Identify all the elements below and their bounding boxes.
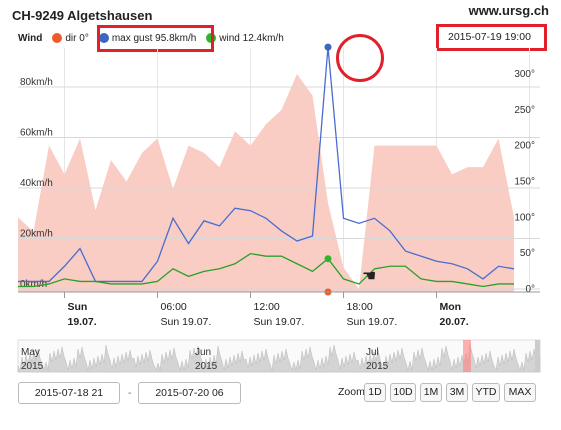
wind-line — [18, 252, 514, 288]
x-axis-tick-label: 06:00 — [161, 301, 187, 313]
zoom-ytd-button[interactable]: YTD — [472, 383, 500, 402]
gust-highlight-box — [97, 25, 214, 52]
navigator-year-label: 2015 — [366, 361, 389, 372]
range-to-input[interactable]: 2015-07-20 06 — [138, 382, 241, 404]
navigator-selection[interactable] — [463, 340, 471, 372]
right-axis-tick-label: 200° — [514, 141, 535, 152]
site-name: www.ursg.ch — [468, 3, 549, 18]
right-axis-tick-label: 100° — [514, 212, 535, 223]
left-axis-tick-label: 40km/h — [20, 178, 53, 189]
right-axis-tick-label: 50° — [520, 248, 535, 259]
dir-dot-icon — [52, 33, 63, 43]
hand-cursor-icon: ☚ — [362, 268, 377, 285]
navigator-year-label: 2015 — [195, 361, 218, 372]
station-title: CH-9249 Algetshausen — [12, 8, 153, 23]
legend-title: Wind — [18, 32, 43, 44]
legend-label-gust: max gust 95.8km/h — [111, 32, 197, 44]
right-axis-tick-label: 0° — [525, 284, 535, 295]
range-separator: - — [128, 387, 132, 399]
gust-hover-marker — [324, 43, 332, 51]
x-axis-tick-sublabel: 20.07. — [440, 316, 469, 328]
gust-line — [18, 47, 515, 283]
legend-label-wind: wind 12.4km/h — [219, 32, 284, 44]
legend-item-gust[interactable]: max gust 95.8km/h — [98, 32, 197, 44]
navigator-year-label: 2015 — [21, 361, 44, 372]
legend-item-dir[interactable]: dir 0° — [52, 32, 89, 44]
gust-dot-icon — [98, 33, 109, 43]
zoom-label: Zoom: — [338, 386, 368, 398]
left-axis-tick-label: 60km/h — [20, 128, 53, 139]
right-axis-tick-label: 300° — [514, 69, 535, 80]
wind-hover-marker — [324, 255, 332, 263]
legend-label-dir: dir 0° — [65, 32, 89, 44]
x-axis-tick-sublabel: Sun 19.07. — [161, 316, 212, 328]
navigator-handle[interactable] — [535, 340, 540, 372]
zoom-10d-button[interactable]: 10D — [390, 383, 416, 402]
left-axis-tick-label: 0km/h — [20, 279, 47, 290]
timestamp-highlight-box — [436, 24, 547, 51]
x-axis-tick-label: 18:00 — [347, 301, 373, 313]
navigator-month-label: Jul — [366, 347, 379, 358]
right-axis-tick-label: 150° — [514, 177, 535, 188]
zoom-3m-button[interactable]: 3M — [446, 383, 468, 402]
x-axis-tick-sublabel: Sun 19.07. — [254, 316, 305, 328]
x-axis-tick-label: 12:00 — [254, 301, 280, 313]
x-axis-tick-sublabel: 19.07. — [68, 316, 97, 328]
x-axis-tick-sublabel: Sun 19.07. — [347, 316, 398, 328]
dir-area — [18, 74, 514, 292]
peak-highlight-circle — [336, 34, 384, 82]
x-axis-tick-label: Sun — [68, 301, 88, 313]
tooltip-timestamp: 2015-07-19 19:00 — [448, 31, 531, 43]
right-axis-tick-label: 250° — [514, 105, 535, 116]
left-axis-tick-label: 80km/h — [20, 77, 53, 88]
zoom-1d-button[interactable]: 1D — [364, 383, 386, 402]
x-axis-tick-label: Mon — [440, 301, 462, 313]
zoom-max-button[interactable]: MAX — [504, 383, 536, 402]
navigator-month-label: Jun — [195, 347, 211, 358]
navigator-month-label: May — [21, 347, 40, 358]
range-from-input[interactable]: 2015-07-18 21 — [18, 382, 120, 404]
navigator-silhouette — [17, 343, 541, 373]
zoom-1m-button[interactable]: 1M — [420, 383, 442, 402]
left-axis-tick-label: 20km/h — [20, 229, 53, 240]
